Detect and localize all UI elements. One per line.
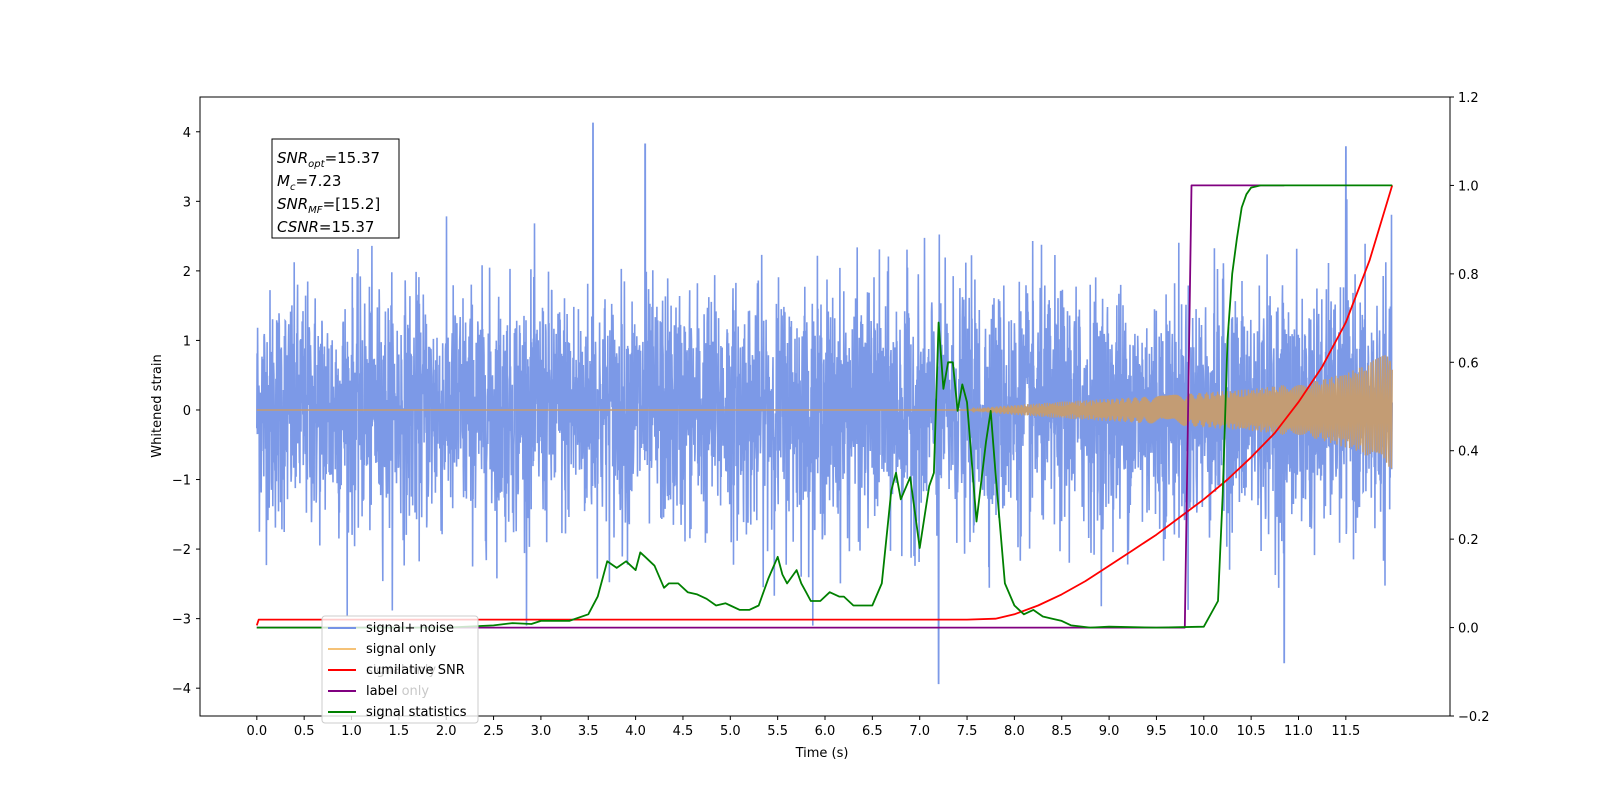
x-axis: 0.0 0.5 1.0 1.5 2.0 2.5 3.0 3.5 4.0 4.5 5.0 5.5 6.0 6… (246, 716, 1360, 739)
y-left-tick-label: 4 (183, 126, 191, 141)
y-left-tick-label: −4 (172, 682, 191, 697)
ghost-legend-label: signal only (366, 663, 436, 678)
x-tick-label: 9.5 (1146, 724, 1167, 739)
series-signal-noise (256, 122, 1393, 685)
y-right-tick-label: −0.2 (1458, 710, 1490, 725)
series-label (256, 184, 1285, 629)
y-right-tick-label: 0.2 (1458, 533, 1479, 548)
legend-label: label (366, 684, 397, 699)
x-axis-title: Time (s) (795, 746, 849, 761)
x-tick-label: 4.0 (625, 724, 646, 739)
y-right-tick-label: 0.4 (1458, 445, 1479, 460)
info-line: SNRopt=15.37 (277, 149, 380, 170)
y-left-tick-label: −2 (172, 543, 191, 558)
y-right-tick-label: 1.0 (1458, 179, 1479, 194)
x-tick-label: 11.5 (1331, 724, 1360, 739)
legend-label: signal statistics (366, 705, 467, 720)
x-tick-label: 10.5 (1237, 724, 1266, 739)
x-tick-label: 6.5 (862, 724, 883, 739)
x-tick-label: 4.5 (673, 724, 694, 739)
x-tick-label: 1.0 (341, 724, 362, 739)
y-left-tick-label: 0 (183, 404, 191, 419)
x-tick-label: 10.0 (1189, 724, 1218, 739)
x-tick-label: 9.0 (1099, 724, 1120, 739)
x-tick-label: 8.5 (1051, 724, 1072, 739)
series-cumilative-snr (255, 185, 1394, 626)
x-tick-label: 5.5 (767, 724, 788, 739)
legend: signal only label only signal statistics s… (321, 615, 479, 724)
x-tick-label: 2.5 (483, 724, 504, 739)
x-tick-label: 0.5 (294, 724, 315, 739)
series-layer (255, 122, 1394, 685)
x-tick-label: 7.5 (957, 724, 978, 739)
y-left-tick-label: −3 (172, 613, 191, 628)
y-left-tick-label: 2 (183, 265, 191, 280)
ghost-legend-label: signal statistics (366, 705, 467, 720)
y-left-tick-label: 1 (183, 334, 191, 349)
y-left-tick-label: 3 (183, 195, 191, 210)
x-tick-label: 2.0 (436, 724, 457, 739)
x-tick-label: 5.0 (720, 724, 741, 739)
x-tick-label: 11.0 (1284, 724, 1313, 739)
series-signal-only (256, 355, 1393, 469)
x-tick-label: 1.5 (389, 724, 410, 739)
y-axis-left: −4 −3 −2 −1 0 1 2 3 4 (172, 126, 200, 697)
y-left-tick-label: −1 (172, 474, 191, 489)
y-right-tick-label: 0.8 (1458, 268, 1479, 283)
info-line: CSNR=15.37 (277, 218, 374, 236)
y-right-tick-label: 1.2 (1458, 91, 1479, 106)
series-signal-statistics (256, 184, 1393, 629)
y-right-tick-label: 0.6 (1458, 356, 1479, 371)
y-axis-right: −0.2 0.0 0.2 0.4 0.6 0.8 1.0 1.2 (1450, 91, 1490, 725)
y-axis-title-left: Whitened strain (150, 354, 165, 457)
x-tick-label: 7.0 (909, 724, 930, 739)
x-tick-label: 6.0 (815, 724, 836, 739)
x-tick-label: 3.0 (531, 724, 552, 739)
info-line: SNRMF=[15.2] (277, 195, 380, 216)
ghost-legend-label: label only (366, 684, 429, 699)
y-right-tick-label: 0.0 (1458, 622, 1479, 637)
x-tick-label: 0.0 (246, 724, 267, 739)
legend-label: signal+ noise (366, 621, 454, 636)
info-line: Mc=7.23 (277, 172, 341, 193)
legend-label: signal only (366, 642, 436, 657)
x-tick-label: 8.0 (1004, 724, 1025, 739)
legend-label: cumilative SNR (366, 663, 465, 678)
x-tick-label: 3.5 (578, 724, 599, 739)
